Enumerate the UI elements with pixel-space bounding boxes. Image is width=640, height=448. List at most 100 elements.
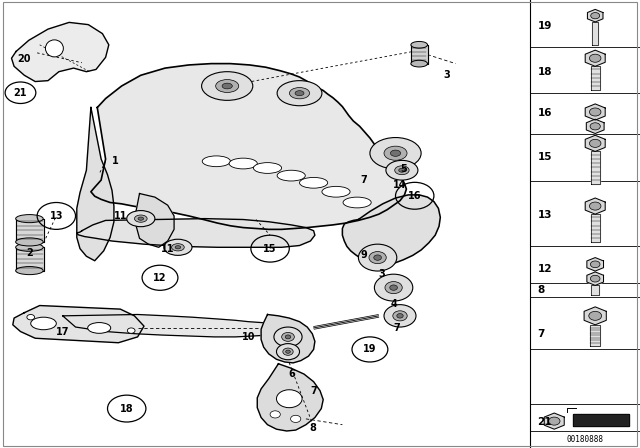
Ellipse shape <box>276 344 300 360</box>
Circle shape <box>589 311 602 320</box>
Ellipse shape <box>222 83 232 89</box>
Ellipse shape <box>282 332 294 341</box>
Ellipse shape <box>134 215 147 222</box>
Polygon shape <box>585 135 605 151</box>
Ellipse shape <box>393 311 407 321</box>
Polygon shape <box>91 64 406 229</box>
Ellipse shape <box>45 40 63 57</box>
Text: 13: 13 <box>49 211 63 221</box>
Text: 2: 2 <box>26 248 33 258</box>
Ellipse shape <box>358 244 397 271</box>
Ellipse shape <box>384 146 407 160</box>
Ellipse shape <box>229 158 257 169</box>
Polygon shape <box>77 219 315 247</box>
Text: 17: 17 <box>56 327 70 337</box>
Text: 7: 7 <box>538 329 545 339</box>
Text: 18: 18 <box>538 67 552 77</box>
Polygon shape <box>544 413 564 429</box>
Polygon shape <box>63 314 289 337</box>
Text: 11: 11 <box>113 211 127 221</box>
Ellipse shape <box>15 238 43 246</box>
Circle shape <box>270 411 280 418</box>
Text: 11: 11 <box>161 244 175 254</box>
Polygon shape <box>587 258 604 271</box>
Text: 3: 3 <box>378 269 385 279</box>
Ellipse shape <box>386 160 418 180</box>
Ellipse shape <box>277 170 305 181</box>
Polygon shape <box>586 119 604 134</box>
Ellipse shape <box>370 138 421 169</box>
Ellipse shape <box>411 60 428 67</box>
Text: 20: 20 <box>17 54 31 64</box>
Circle shape <box>591 275 600 282</box>
Text: 8: 8 <box>538 285 545 295</box>
Ellipse shape <box>384 305 416 327</box>
Circle shape <box>590 123 600 130</box>
Polygon shape <box>411 45 428 64</box>
Ellipse shape <box>385 282 403 294</box>
Text: 21: 21 <box>13 88 28 98</box>
Polygon shape <box>13 306 144 343</box>
Ellipse shape <box>411 42 428 48</box>
Ellipse shape <box>277 81 322 106</box>
Text: 12: 12 <box>538 264 552 274</box>
Polygon shape <box>134 194 174 247</box>
Text: 7: 7 <box>360 175 367 185</box>
Polygon shape <box>585 198 605 214</box>
Polygon shape <box>585 50 605 66</box>
Ellipse shape <box>172 244 184 251</box>
Ellipse shape <box>390 285 397 290</box>
Text: 21: 21 <box>538 417 552 427</box>
Ellipse shape <box>253 163 282 173</box>
Polygon shape <box>16 247 44 271</box>
Ellipse shape <box>374 255 381 260</box>
Text: 4: 4 <box>391 299 397 309</box>
Polygon shape <box>591 151 600 184</box>
Ellipse shape <box>285 335 291 339</box>
Text: 18: 18 <box>120 404 134 414</box>
Text: 10: 10 <box>241 332 255 342</box>
Polygon shape <box>587 272 604 285</box>
Ellipse shape <box>138 217 143 220</box>
Polygon shape <box>591 285 599 295</box>
Ellipse shape <box>369 252 386 263</box>
Text: 3: 3 <box>444 70 450 80</box>
Ellipse shape <box>216 80 239 92</box>
Circle shape <box>591 261 600 268</box>
Ellipse shape <box>164 239 192 255</box>
Circle shape <box>276 390 302 408</box>
Text: 8: 8 <box>309 423 316 433</box>
Text: 16: 16 <box>538 108 552 118</box>
Ellipse shape <box>274 327 302 347</box>
Ellipse shape <box>88 323 111 333</box>
Ellipse shape <box>374 274 413 301</box>
Ellipse shape <box>322 186 350 197</box>
Ellipse shape <box>390 150 401 156</box>
Polygon shape <box>588 9 603 22</box>
Ellipse shape <box>15 215 43 223</box>
Ellipse shape <box>285 350 291 353</box>
Text: 16: 16 <box>408 191 422 201</box>
Text: 7: 7 <box>310 386 317 396</box>
Text: 9: 9 <box>360 250 367 260</box>
Text: 00180888: 00180888 <box>566 435 604 444</box>
Ellipse shape <box>395 166 409 175</box>
Polygon shape <box>591 214 600 242</box>
Ellipse shape <box>399 168 405 172</box>
Text: 19: 19 <box>363 345 377 354</box>
Ellipse shape <box>289 87 310 99</box>
Circle shape <box>127 328 135 333</box>
Circle shape <box>589 139 601 147</box>
Polygon shape <box>261 314 315 363</box>
Circle shape <box>589 108 601 116</box>
Circle shape <box>548 417 560 425</box>
Polygon shape <box>591 66 600 90</box>
Ellipse shape <box>15 267 43 275</box>
Polygon shape <box>585 104 605 120</box>
Circle shape <box>27 314 35 320</box>
Ellipse shape <box>127 211 155 227</box>
Ellipse shape <box>295 90 304 96</box>
Ellipse shape <box>300 177 328 188</box>
Text: 15: 15 <box>538 152 552 162</box>
Polygon shape <box>590 325 600 346</box>
